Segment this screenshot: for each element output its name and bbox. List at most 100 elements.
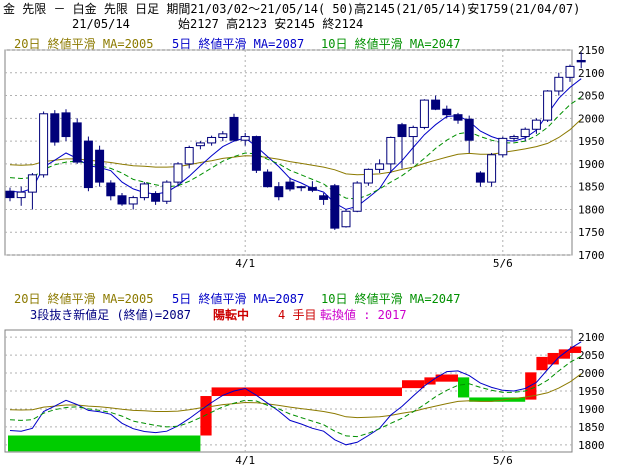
- candle-up: [162, 181, 172, 202]
- lower-y-tick-label: 1800: [578, 439, 605, 452]
- candle-up: [139, 183, 149, 199]
- brick-down: [8, 435, 201, 452]
- lower-x-tick-label: 4/1: [235, 454, 255, 467]
- upper-y-tick-label: 2000: [578, 112, 605, 125]
- legend-ma10: 10日 終値平滑 MA=2047: [321, 37, 461, 51]
- candle-down: [442, 108, 452, 116]
- candle-up: [565, 65, 575, 78]
- upper-y-tick-label: 1700: [578, 249, 605, 262]
- header: 金 先限 － 白金 先限 日足 期間21/03/02～21/05/14( 50)…: [0, 0, 624, 32]
- header-ohlc: 始2127 高2123 安2145 終2124: [178, 17, 364, 31]
- lower-y-tick-label: 2000: [578, 367, 605, 380]
- candle-down: [576, 59, 586, 63]
- kagi-state: 陽転中: [213, 308, 250, 322]
- lower-series-line-2: [9, 355, 582, 438]
- candle-down: [61, 112, 71, 138]
- lower-series-line-0: [9, 373, 582, 419]
- upper-series-line-2: [9, 96, 582, 200]
- candle-up: [195, 142, 205, 147]
- kagi-count: 4 手目: [278, 308, 317, 322]
- legend-ma20: 20日 終値平滑 MA=2005: [14, 37, 154, 51]
- brick-up: [424, 377, 436, 385]
- upper-y-tick-label: 1850: [578, 181, 605, 194]
- brick-down: [469, 397, 526, 402]
- price-chart: 1700 1750 1800 1850 1900 1950 2000 2050 2100 2150…: [4, 44, 605, 270]
- lower-legend-ma10: 10日 終値平滑 MA=2047: [321, 292, 461, 306]
- candle-down: [464, 118, 474, 141]
- legend-ma5: 5日 終値平滑 MA=2087: [172, 37, 305, 51]
- candle-down: [72, 122, 82, 163]
- upper-y-tick-label: 1950: [578, 135, 605, 148]
- candle-down: [95, 149, 105, 183]
- candle-down: [83, 140, 93, 189]
- candle-up: [554, 76, 564, 92]
- candle-down: [285, 181, 295, 190]
- candle-up: [419, 99, 429, 128]
- upper-y-tick-label: 2150: [578, 44, 605, 57]
- candle-up: [341, 210, 351, 228]
- candle-down: [431, 99, 441, 110]
- candle-up: [375, 163, 385, 170]
- candle-up: [184, 146, 194, 165]
- brick-up: [547, 352, 559, 365]
- lower-legend-ma5: 5日 終値平滑 MA=2087: [172, 292, 305, 306]
- lower-series-line-1: [9, 341, 582, 446]
- candle-down: [251, 136, 261, 171]
- candle-up: [363, 168, 373, 184]
- candle-up: [218, 133, 228, 138]
- candle-down: [453, 114, 463, 121]
- brick-up: [536, 356, 548, 371]
- upper-series-line-0: [9, 118, 582, 176]
- candle-up: [207, 136, 217, 144]
- candle-up: [487, 154, 497, 183]
- lower-y-tick-label: 1900: [578, 403, 605, 416]
- new-price-chart: 1800 1850 1900 1950 2000 2050 2100 4/1 5/6: [4, 329, 605, 467]
- header-date: 21/05/14: [72, 17, 130, 31]
- candle-up: [543, 90, 553, 121]
- candle-down: [106, 182, 116, 197]
- upper-y-tick-label: 2050: [578, 90, 605, 103]
- brick-up: [200, 396, 212, 436]
- lower-y-tick-label: 1950: [578, 385, 605, 398]
- candle-down: [475, 172, 485, 183]
- candle-up: [128, 197, 138, 205]
- upper-y-tick-label: 1800: [578, 203, 605, 216]
- upper-x-tick-label: 4/1: [235, 257, 255, 270]
- candle-up: [352, 182, 362, 212]
- lower-y-tick-label: 2050: [578, 349, 605, 362]
- candle-up: [27, 174, 37, 193]
- candle-down: [274, 186, 284, 198]
- kagi-turn: 転換値 : 2017: [320, 308, 407, 322]
- candle-down: [5, 190, 15, 199]
- candle-down: [397, 124, 407, 138]
- lower-legend-ma20: 20日 終値平滑 MA=2005: [14, 292, 154, 306]
- upper-series-line-1: [9, 78, 582, 210]
- brick-up: [435, 374, 458, 382]
- candle-down: [50, 113, 60, 143]
- lower-y-tick-label: 1850: [578, 421, 605, 434]
- candle-up: [408, 126, 418, 138]
- candle-up: [173, 163, 183, 183]
- candle-down: [263, 171, 273, 188]
- candle-down: [296, 186, 306, 189]
- candle-down: [307, 187, 317, 191]
- upper-y-tick-label: 1900: [578, 158, 605, 171]
- kagi-label: 3段抜き新値足 (終値)=2087: [30, 308, 192, 322]
- candle-up: [498, 137, 508, 156]
- candle-down: [319, 195, 329, 200]
- candle-up: [509, 136, 519, 139]
- candle-down: [229, 116, 239, 141]
- candle-down: [117, 195, 127, 205]
- candle-down: [330, 185, 340, 229]
- candle-up: [16, 191, 26, 199]
- lower-y-tick-label: 2100: [578, 331, 605, 344]
- header-title: 金 先限 － 白金 先限 日足 期間21/03/02～21/05/14( 50)…: [3, 2, 581, 16]
- upper-y-tick-label: 2100: [578, 67, 605, 80]
- candle-up: [39, 113, 49, 176]
- candle-up: [240, 136, 250, 141]
- brick-up: [402, 380, 425, 389]
- candle-up: [531, 119, 541, 130]
- upper-y-tick-label: 1750: [578, 226, 605, 239]
- candle-up: [386, 136, 396, 165]
